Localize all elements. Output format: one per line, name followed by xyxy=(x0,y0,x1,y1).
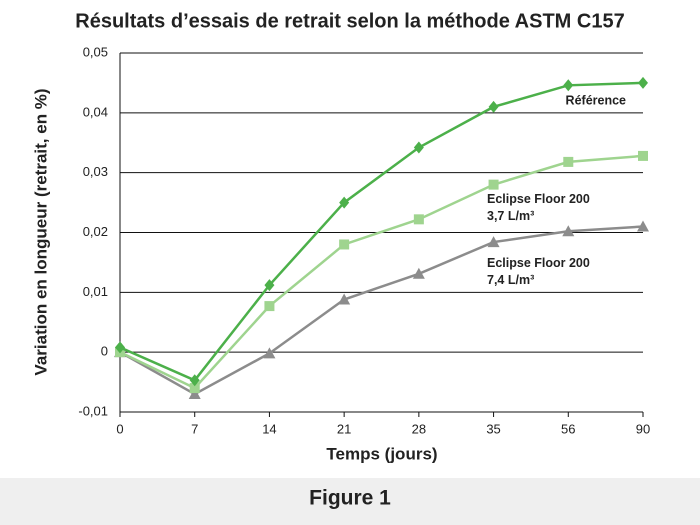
x-tick-label: 35 xyxy=(486,421,500,436)
chart-background xyxy=(0,0,700,478)
point xyxy=(413,214,424,225)
series-line xyxy=(119,81,644,382)
y-tick-label: 0,04 xyxy=(83,104,108,119)
x-tick-label: 21 xyxy=(337,421,351,436)
point xyxy=(264,301,275,312)
point xyxy=(188,388,201,400)
y-tick-label: 0,02 xyxy=(83,224,108,239)
series-line xyxy=(119,225,644,396)
series-label: Eclipse Floor 200 3,7 L/m³ xyxy=(487,192,590,223)
point xyxy=(638,150,648,161)
point xyxy=(488,100,499,113)
point xyxy=(264,279,275,292)
caption-band xyxy=(0,478,700,525)
point xyxy=(563,156,574,167)
y-tick-label: 0,05 xyxy=(83,44,108,59)
point xyxy=(562,225,575,237)
x-tick-label: 0 xyxy=(116,421,123,436)
y-tick-label: 0,03 xyxy=(83,164,108,179)
x-tick-label: 28 xyxy=(412,421,426,436)
x-axis-title: Temps (jours) xyxy=(326,444,437,463)
series-label: Référence xyxy=(566,93,626,107)
x-tick-label: 14 xyxy=(262,421,276,436)
chart-title: Résultats d’essais de retrait selon la m… xyxy=(75,10,624,32)
point xyxy=(638,76,648,89)
point xyxy=(637,220,649,232)
point xyxy=(115,341,125,354)
x-tick-label: 7 xyxy=(191,421,198,436)
point xyxy=(263,347,276,359)
point xyxy=(488,179,499,190)
point xyxy=(339,196,350,209)
point xyxy=(412,267,425,279)
y-tick-label: -0,01 xyxy=(78,403,108,418)
point xyxy=(189,374,200,387)
point xyxy=(339,239,350,250)
series-line xyxy=(119,154,644,390)
figure-caption: Figure 1 xyxy=(309,487,391,510)
y-tick-label: 0 xyxy=(101,344,108,359)
y-axis-title: Variation en longueur (retrait, en %) xyxy=(31,88,50,375)
point xyxy=(413,141,424,154)
point xyxy=(487,236,500,248)
y-tick-label: 0,01 xyxy=(83,284,108,299)
point xyxy=(189,383,200,394)
series-label: Eclipse Floor 200 7,4 L/m³ xyxy=(487,256,590,287)
point xyxy=(563,79,574,92)
point xyxy=(338,293,351,305)
x-tick-label: 56 xyxy=(561,421,575,436)
x-tick-label: 90 xyxy=(636,421,650,436)
